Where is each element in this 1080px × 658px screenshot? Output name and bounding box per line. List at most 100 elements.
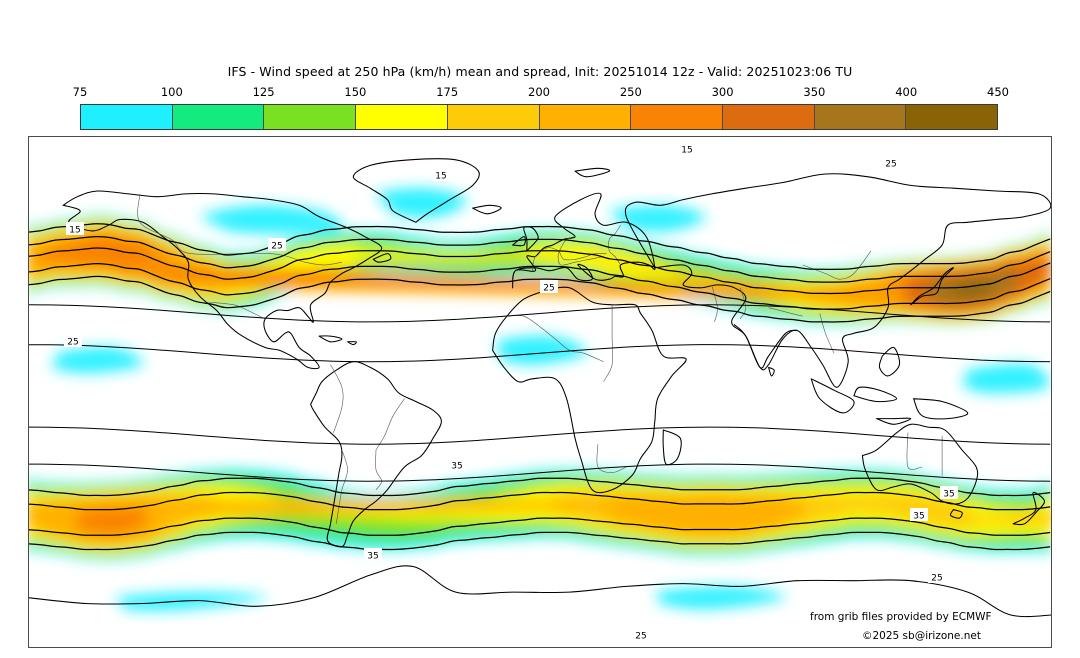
contour-label-bg bbox=[64, 334, 82, 347]
spread-contour-35 bbox=[29, 491, 1051, 511]
windspeed-patch-3 bbox=[495, 335, 587, 365]
contour-label: 25 bbox=[543, 284, 554, 294]
contour-label: 35 bbox=[367, 552, 378, 562]
windspeed-band-250 bbox=[77, 507, 147, 535]
colorbar-tick-100: 100 bbox=[160, 85, 183, 99]
windspeed-patch-4 bbox=[962, 363, 1050, 394]
coastline bbox=[624, 173, 1051, 388]
contour-label-bg bbox=[432, 168, 450, 181]
contour-label: 15 bbox=[681, 146, 692, 156]
map-canvas[interactable]: 15 25 15 25 25 25 35 35 35 35 25 25 15 bbox=[28, 136, 1052, 648]
spread-contour-25 bbox=[29, 275, 1051, 323]
contour-label-bg bbox=[66, 222, 84, 235]
political-border bbox=[375, 449, 383, 490]
contour-label: 25 bbox=[67, 338, 78, 348]
contour-label: 25 bbox=[931, 574, 942, 584]
page-title: IFS - Wind speed at 250 hPa (km/h) mean … bbox=[227, 64, 853, 79]
coastline bbox=[512, 192, 656, 289]
colorbar-segment-250 bbox=[631, 105, 723, 129]
coastline bbox=[318, 335, 343, 343]
coastline bbox=[372, 253, 392, 263]
contour-label-bg bbox=[678, 142, 696, 155]
spread-contour-25 bbox=[29, 235, 1051, 283]
spread-contour-25 bbox=[29, 426, 1051, 445]
coastline bbox=[62, 190, 383, 370]
colorbar-tick-200: 200 bbox=[528, 85, 550, 99]
colorbar-segment-125 bbox=[264, 105, 357, 129]
spread-contour-35 bbox=[29, 517, 1051, 536]
coastline bbox=[861, 423, 979, 505]
colorbar-tick-450: 450 bbox=[987, 85, 1009, 99]
coastline bbox=[876, 417, 912, 425]
coastline bbox=[949, 509, 963, 519]
coastline bbox=[352, 158, 480, 223]
windspeed-patch-6 bbox=[654, 586, 786, 610]
spread-contour-15 bbox=[29, 223, 1051, 270]
colorbar-segments bbox=[80, 104, 998, 130]
colorbar-segment-175 bbox=[447, 105, 540, 129]
spread-contour-25 bbox=[29, 531, 1051, 551]
colorbar-tick-labels: 75 100 125 150 175 200 250 300 350 400 450 bbox=[73, 85, 1009, 101]
coastline bbox=[853, 386, 898, 403]
political-border bbox=[608, 225, 621, 266]
colorbar-segment-150 bbox=[356, 105, 448, 129]
contour-label: 15 bbox=[69, 226, 80, 236]
coastline bbox=[768, 366, 775, 377]
political-border bbox=[603, 304, 614, 382]
coastline bbox=[662, 429, 682, 466]
spread-contour-25 bbox=[29, 463, 1051, 482]
windspeed-band-200 bbox=[29, 494, 804, 545]
contour-label: 15 bbox=[435, 172, 446, 182]
political-border bbox=[137, 193, 342, 266]
contour-label: 35 bbox=[913, 512, 924, 522]
contour-label-bg bbox=[364, 548, 382, 561]
spread-contour-15 bbox=[29, 247, 1051, 295]
coastline bbox=[878, 346, 901, 377]
contour-label: 25 bbox=[635, 632, 646, 642]
contour-label: 25 bbox=[885, 160, 896, 170]
coastline bbox=[347, 341, 357, 346]
colorbar-segment-350 bbox=[814, 105, 907, 129]
political-border bbox=[330, 364, 344, 433]
political-border bbox=[335, 449, 348, 524]
coastline bbox=[574, 167, 611, 178]
political-border bbox=[768, 307, 803, 317]
colorbar-segment-100 bbox=[172, 105, 265, 129]
colorbar-tick-400: 400 bbox=[895, 85, 918, 99]
coastline bbox=[733, 324, 798, 369]
windspeed-patch-7 bbox=[51, 347, 144, 374]
contour-label-bg bbox=[448, 458, 466, 471]
copyright-credit: ©2025 sb@irizone.net bbox=[862, 630, 981, 642]
contour-label-bg bbox=[940, 486, 958, 499]
contour-label-bg bbox=[632, 628, 650, 641]
political-border bbox=[506, 315, 604, 362]
windspeed-patch-1 bbox=[376, 188, 468, 218]
colorbar-tick-125: 125 bbox=[252, 85, 275, 99]
colorbar-tick-175: 175 bbox=[436, 85, 459, 99]
contour-label: 25 bbox=[271, 242, 282, 252]
spread-contour-15 bbox=[29, 344, 1051, 363]
colorbar-tick-300: 300 bbox=[711, 85, 734, 99]
spread-contour-35 bbox=[29, 477, 1051, 497]
coastline bbox=[910, 267, 954, 306]
coastline bbox=[492, 286, 687, 494]
colorbar-segment-75 bbox=[81, 105, 173, 129]
political-border bbox=[711, 284, 718, 322]
political-border bbox=[739, 287, 747, 320]
colorbar-segment-200 bbox=[539, 105, 632, 129]
colorbar-segment-300 bbox=[722, 105, 815, 129]
political-border bbox=[906, 432, 923, 470]
windspeed-patch-5 bbox=[114, 592, 268, 611]
coastline bbox=[472, 204, 502, 215]
colorbar bbox=[80, 104, 998, 130]
coastline bbox=[1012, 491, 1046, 526]
political-border bbox=[208, 301, 266, 320]
map-svg: 15 25 15 25 25 25 35 35 35 35 25 25 15 bbox=[29, 137, 1051, 647]
source-credit: from grib files provided by ECMWF bbox=[810, 611, 992, 623]
coastline bbox=[29, 565, 1051, 618]
colorbar-tick-250: 250 bbox=[619, 85, 642, 99]
colorbar-segment-400 bbox=[906, 105, 998, 129]
windspeed-band-250 bbox=[34, 235, 1051, 314]
contour-label-bg bbox=[268, 238, 286, 251]
